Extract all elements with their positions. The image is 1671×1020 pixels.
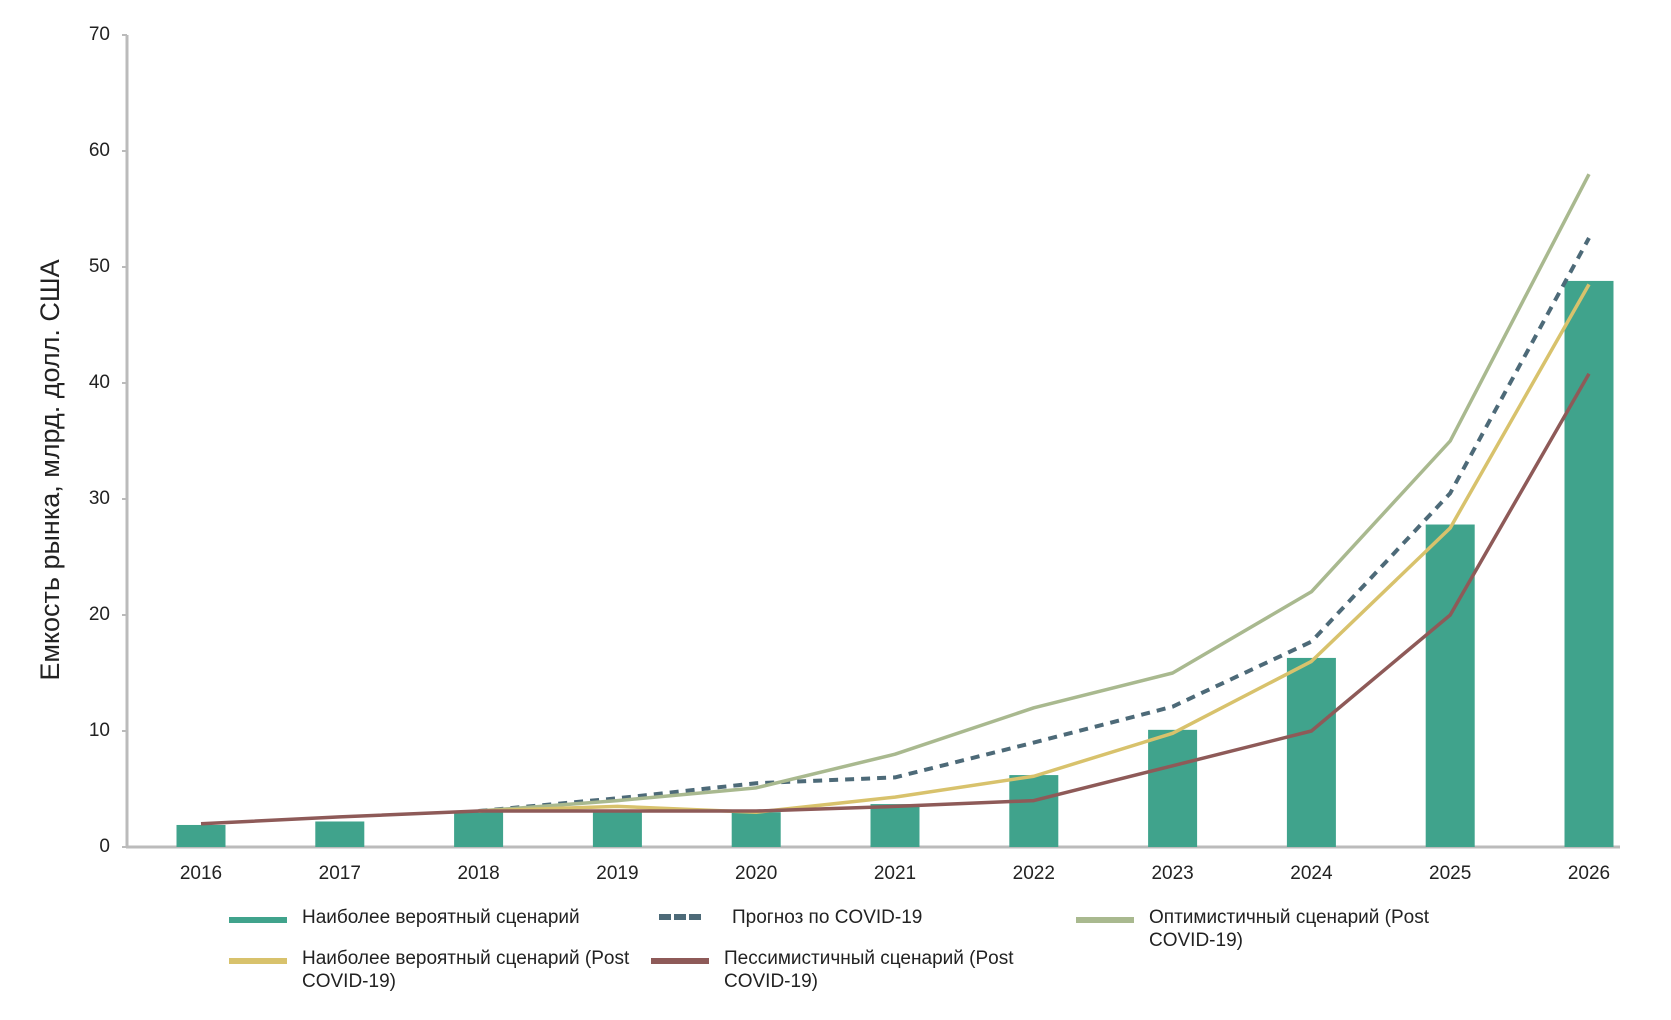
y-tick-label: 60 (89, 140, 110, 161)
bar (1286, 657, 1336, 847)
legend-swatch (229, 917, 287, 923)
x-tick-label: 2025 (1429, 863, 1471, 884)
bar (1564, 280, 1614, 847)
bar (176, 824, 226, 847)
legend-item: Оптимистичный сценарий (Post COVID-19) (1076, 906, 1479, 952)
series-line (200, 372, 1591, 826)
legend-item: Наиболее вероятный сценарий (Post COVID-… (229, 947, 632, 993)
legend-swatch (1076, 917, 1134, 923)
legend-item: Прогноз по COVID-19 (651, 906, 922, 929)
bar (731, 812, 781, 847)
x-tick-label: 2022 (1013, 863, 1055, 884)
series-line (478, 173, 1591, 813)
legend-item: Пессимистичный сценарий (Post COVID-19) (651, 947, 1054, 993)
legend-swatch (659, 914, 701, 920)
y-tick-label: 50 (89, 256, 110, 277)
y-tick-label: 40 (89, 372, 110, 393)
series-line (478, 283, 1591, 814)
legend-label: Наиболее вероятный сценарий (Post COVID-… (302, 948, 630, 992)
x-tick-label: 2020 (735, 863, 777, 884)
y-tick-label: 10 (89, 720, 110, 741)
series-line (478, 237, 1591, 814)
y-tick-label: 0 (99, 836, 110, 857)
bar (592, 812, 642, 847)
legend-swatch (229, 958, 287, 964)
legend-item: Наиболее вероятный сценарий (229, 906, 580, 929)
x-tick-label: 2018 (457, 863, 499, 884)
x-tick-label: 2021 (874, 863, 916, 884)
x-tick-label: 2023 (1151, 863, 1193, 884)
legend-label: Наиболее вероятный сценарий (302, 907, 580, 928)
bar (1148, 729, 1198, 847)
y-tick-label: 70 (89, 24, 110, 45)
y-tick-label: 20 (89, 604, 110, 625)
bar (870, 804, 920, 847)
x-tick-label: 2017 (319, 863, 361, 884)
legend-label: Прогноз по COVID-19 (732, 907, 923, 928)
bar (454, 812, 504, 847)
bar (1425, 524, 1475, 847)
legend-label: Пессимистичный сценарий (Post COVID-19) (724, 948, 1014, 992)
legend-swatch (651, 958, 709, 964)
legend-label: Оптимистичный сценарий (Post COVID-19) (1149, 907, 1430, 951)
y-axis-label: Емкость рынка, млрд. долл. США (35, 259, 65, 680)
x-tick-label: 2024 (1290, 863, 1333, 884)
x-tick-label: 2019 (596, 863, 638, 884)
x-tick-label: 2016 (180, 863, 222, 884)
bar (1009, 775, 1059, 847)
x-tick-label: 2026 (1568, 863, 1610, 884)
bar (315, 821, 365, 847)
y-tick-label: 30 (89, 488, 110, 509)
